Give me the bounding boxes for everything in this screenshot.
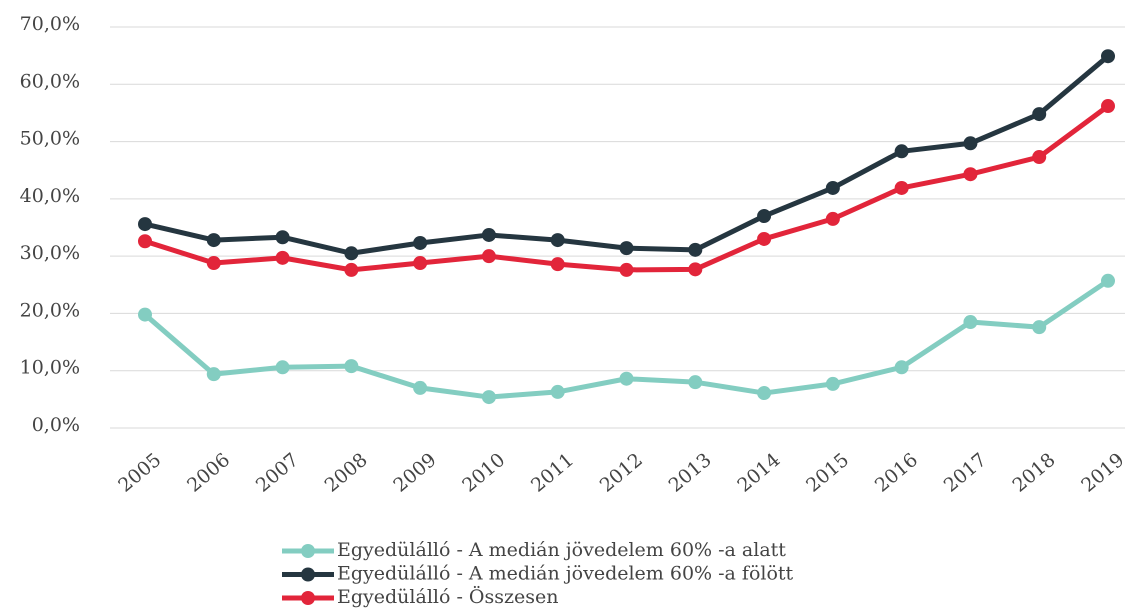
data-point (344, 262, 359, 277)
x-tick-label: 2006 (183, 449, 234, 497)
y-tick-label: 30,0% (20, 242, 80, 264)
data-point (1101, 49, 1115, 64)
data-point (757, 231, 772, 246)
data-point (825, 376, 840, 391)
x-tick-label: 2005 (114, 449, 165, 497)
x-tick-label: 2008 (321, 449, 372, 497)
data-point (963, 167, 978, 182)
data-point (206, 233, 221, 248)
data-point (619, 241, 634, 256)
x-tick-label: 2014 (733, 449, 784, 497)
data-point (550, 384, 565, 399)
legend-label: Egyedülálló - A medián jövedelem 60% -a … (337, 563, 794, 585)
data-point (138, 217, 152, 232)
data-point (688, 242, 703, 257)
x-tick-label: 2013 (665, 449, 716, 497)
data-point (413, 235, 428, 250)
data-point (138, 234, 152, 249)
y-tick-label: 70,0% (20, 13, 80, 35)
x-tick-label: 2011 (527, 449, 578, 497)
data-point (688, 375, 703, 390)
x-tick-label: 2017 (940, 449, 991, 497)
legend-label: Egyedülálló - Összesen (337, 585, 558, 608)
data-point (481, 227, 496, 242)
data-point (481, 390, 496, 405)
data-point (344, 359, 359, 374)
data-point (825, 180, 840, 195)
legend-marker (301, 567, 315, 582)
data-point (688, 262, 703, 277)
y-tick-label: 0,0% (32, 414, 80, 436)
data-point (1101, 99, 1115, 114)
x-tick-label: 2007 (252, 449, 303, 497)
x-tick-label: 2018 (1008, 449, 1059, 497)
data-point (825, 211, 840, 226)
data-point (1032, 320, 1047, 335)
legend-marker (301, 544, 315, 558)
data-point (481, 249, 496, 264)
x-tick-label: 2009 (389, 449, 440, 497)
data-point (206, 367, 221, 382)
data-point (619, 262, 634, 277)
series-line (144, 54, 1110, 256)
y-tick-label: 40,0% (20, 185, 80, 207)
data-point (275, 230, 290, 245)
x-tick-label: 2012 (596, 449, 647, 497)
data-point (275, 360, 290, 375)
data-point (963, 315, 978, 330)
data-point (550, 257, 565, 272)
y-tick-label: 10,0% (20, 357, 80, 379)
data-point (619, 371, 634, 386)
data-point (413, 256, 428, 271)
data-point (206, 256, 221, 271)
data-point (138, 307, 152, 322)
x-tick-label: 2010 (458, 449, 509, 497)
data-point (1101, 273, 1115, 288)
y-tick-label: 50,0% (20, 128, 80, 150)
data-point (275, 250, 290, 265)
x-tick-label: 2015 (802, 449, 853, 497)
data-point (550, 233, 565, 248)
data-point (344, 246, 359, 261)
data-point (894, 144, 909, 159)
x-tick-label: 2019 (1077, 449, 1128, 497)
data-point (1032, 150, 1047, 165)
data-point (894, 360, 909, 375)
legend-marker (301, 591, 315, 605)
x-tick-label: 2016 (871, 449, 922, 497)
y-tick-label: 60,0% (20, 70, 80, 92)
data-point (894, 180, 909, 195)
data-point (963, 136, 978, 151)
data-point (1032, 107, 1047, 122)
data-point (413, 380, 428, 395)
data-point (757, 209, 772, 224)
data-point (757, 386, 772, 401)
y-tick-label: 20,0% (20, 299, 80, 321)
legend-label: Egyedülálló - A medián jövedelem 60% -a … (337, 539, 786, 561)
